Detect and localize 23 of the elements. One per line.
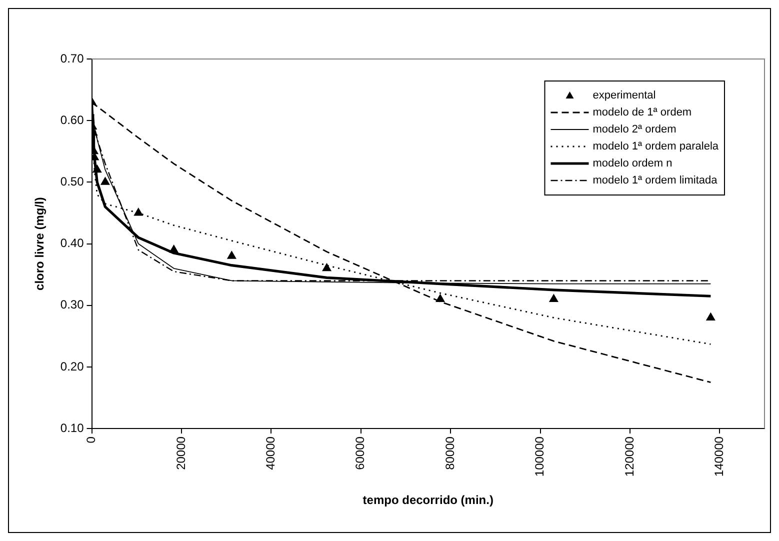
y-tick-label: 0.20 [60,359,84,374]
y-tick-label: 0.50 [60,174,84,188]
y-tick-label: 0.30 [60,298,84,312]
legend-label: modelo ordem n [592,158,672,170]
y-axis-title: cloro livre (mg/l) [32,197,47,290]
x-tick-label: 120000 [622,436,636,477]
legend-label: experimental [592,90,656,102]
x-axis-title: tempo decorrido (min.) [362,493,494,508]
x-tick-label: 80000 [442,436,457,470]
legend-label: modelo de 1ª ordem [592,106,692,119]
legend-label: modelo 2ª ordem [592,124,676,136]
x-tick-label: 40000 [263,436,278,470]
legend-label: modelo 1ª ordem paralela [592,140,720,153]
x-tick-label: 140000 [712,436,726,477]
x-tick-label: 100000 [532,436,547,477]
x-tick-label: 20000 [174,436,188,470]
legend-label: modelo 1ª ordem limitada [592,174,718,187]
x-tick-label: 60000 [353,436,368,470]
y-tick-label: 0.10 [60,420,84,435]
y-tick-label: 0.70 [60,51,84,66]
y-tick-label: 0.60 [60,112,84,127]
y-tick-label: 0.40 [60,236,84,250]
x-tick-label: 0 [84,436,98,444]
